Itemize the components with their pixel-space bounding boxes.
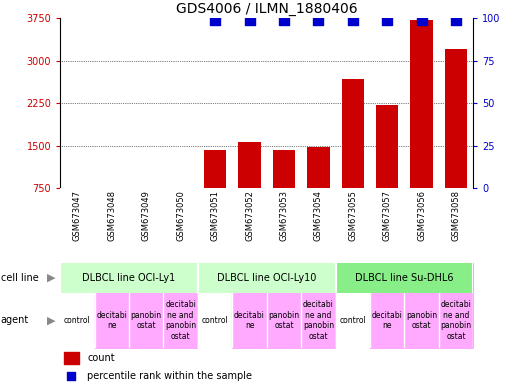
Text: percentile rank within the sample: percentile rank within the sample (87, 371, 252, 381)
Text: GSM673056: GSM673056 (417, 190, 426, 242)
Text: decitabi
ne and
panobin
ostat: decitabi ne and panobin ostat (165, 300, 196, 341)
Point (314, 17, 323, 23)
Point (245, 17, 254, 23)
Text: GSM673050: GSM673050 (176, 190, 185, 241)
Text: control: control (64, 316, 90, 325)
Text: GSM673058: GSM673058 (451, 190, 461, 242)
Bar (64, 351, 79, 364)
Text: GSM673047: GSM673047 (73, 190, 82, 242)
Bar (204, 150, 226, 188)
Text: decitabi
ne and
panobin
ostat: decitabi ne and panobin ostat (303, 300, 334, 341)
Text: decitabi
ne: decitabi ne (96, 311, 127, 330)
Point (211, 17, 219, 23)
Point (452, 17, 460, 23)
Point (383, 17, 391, 23)
Text: GSM673052: GSM673052 (245, 190, 254, 241)
Text: decitabi
ne: decitabi ne (372, 311, 403, 330)
Bar (342, 79, 364, 188)
Text: DLBCL line OCI-Ly10: DLBCL line OCI-Ly10 (217, 273, 316, 283)
Bar (411, 20, 433, 188)
Text: DLBCL line OCI-Ly1: DLBCL line OCI-Ly1 (83, 273, 176, 283)
Text: panobin
ostat: panobin ostat (268, 311, 300, 330)
Point (349, 17, 357, 23)
Text: cell line: cell line (1, 273, 38, 283)
Text: panobin
ostat: panobin ostat (131, 311, 162, 330)
Text: GSM673049: GSM673049 (142, 190, 151, 241)
Text: ▶: ▶ (47, 315, 55, 326)
Text: control: control (202, 316, 229, 325)
Bar (376, 105, 399, 188)
Text: agent: agent (1, 315, 29, 326)
Bar (307, 147, 329, 188)
Point (280, 17, 288, 23)
Point (67, 373, 75, 379)
Text: GSM673057: GSM673057 (383, 190, 392, 242)
Text: GSM673053: GSM673053 (279, 190, 289, 242)
Point (417, 17, 426, 23)
Text: decitabi
ne: decitabi ne (234, 311, 265, 330)
Text: count: count (87, 353, 115, 362)
Title: GDS4006 / ILMN_1880406: GDS4006 / ILMN_1880406 (176, 2, 358, 16)
Text: control: control (339, 316, 366, 325)
Text: DLBCL line Su-DHL6: DLBCL line Su-DHL6 (355, 273, 454, 283)
Text: GSM673055: GSM673055 (348, 190, 357, 241)
Text: ▶: ▶ (47, 273, 55, 283)
Bar (238, 142, 260, 188)
Text: decitabi
ne and
panobin
ostat: decitabi ne and panobin ostat (440, 300, 472, 341)
Text: GSM673054: GSM673054 (314, 190, 323, 241)
Text: GSM673051: GSM673051 (211, 190, 220, 241)
Bar (273, 150, 295, 188)
Text: panobin
ostat: panobin ostat (406, 311, 437, 330)
Bar (445, 49, 467, 188)
Text: GSM673048: GSM673048 (107, 190, 116, 242)
